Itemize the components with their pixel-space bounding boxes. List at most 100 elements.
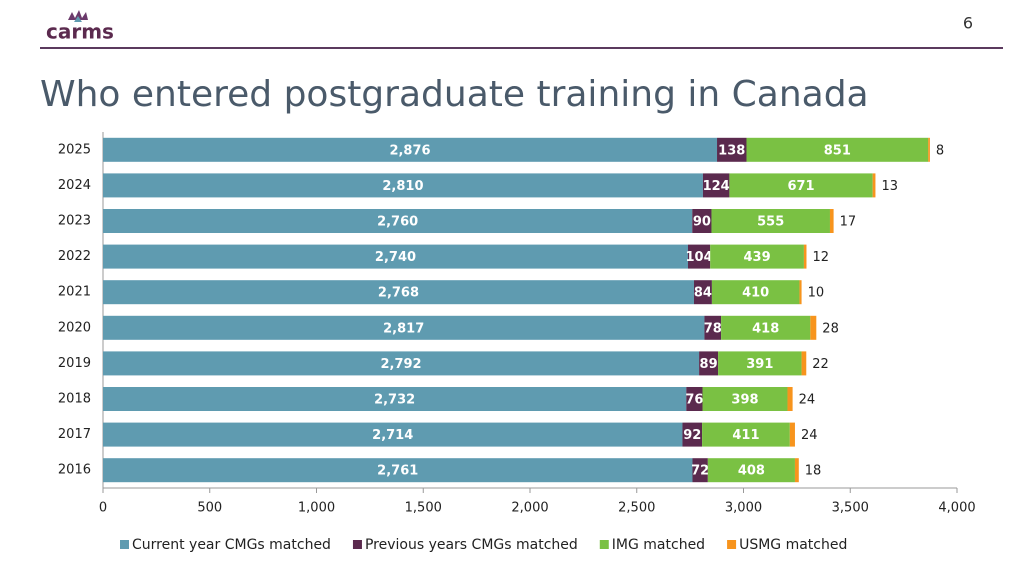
value-label: 410 bbox=[742, 286, 769, 301]
bar-segment bbox=[717, 137, 747, 162]
y-tick-label: 2021 bbox=[58, 285, 91, 300]
value-label: 104 bbox=[686, 250, 713, 265]
bar-segment bbox=[103, 351, 700, 376]
value-label: 10 bbox=[808, 286, 825, 301]
bar-segment bbox=[787, 387, 793, 411]
legend-label: IMG matched bbox=[612, 537, 705, 553]
bar-segment bbox=[699, 351, 719, 376]
value-label: 2,714 bbox=[372, 428, 413, 443]
legend-swatch bbox=[599, 540, 609, 549]
value-label: 851 bbox=[824, 143, 851, 158]
value-label: 2,810 bbox=[382, 179, 423, 194]
y-tick-label: 2018 bbox=[58, 392, 91, 407]
bar-segment bbox=[103, 315, 705, 340]
bar-segment bbox=[103, 387, 687, 411]
bar-segment bbox=[692, 458, 708, 483]
legend-swatch bbox=[120, 540, 129, 549]
value-label: 18 bbox=[805, 464, 822, 479]
value-label: 76 bbox=[685, 393, 703, 408]
value-label: 24 bbox=[799, 393, 816, 408]
page-number: 6 bbox=[963, 14, 973, 33]
y-tick-label: 2020 bbox=[58, 320, 91, 335]
x-tick-label: 1,000 bbox=[298, 501, 335, 516]
y-tick-label: 2016 bbox=[58, 463, 91, 478]
value-label: 13 bbox=[881, 179, 898, 194]
value-label: 78 bbox=[704, 321, 722, 336]
bar-segment bbox=[103, 422, 683, 447]
bar-segment bbox=[789, 422, 795, 447]
bar-segment bbox=[799, 280, 802, 305]
logo-icon bbox=[68, 10, 88, 22]
bar-segment bbox=[810, 315, 817, 340]
bar-segment bbox=[710, 244, 804, 269]
logo-text: carms bbox=[46, 20, 114, 44]
bar-segment bbox=[794, 458, 799, 483]
value-label: 2,732 bbox=[374, 393, 415, 408]
value-label: 12 bbox=[812, 250, 829, 265]
bar-segment bbox=[829, 209, 834, 233]
bar-segment bbox=[702, 173, 730, 198]
bar-segment bbox=[682, 422, 703, 447]
bar-segment bbox=[103, 173, 703, 198]
bar-segment bbox=[693, 280, 712, 305]
y-tick-label: 2023 bbox=[58, 214, 91, 229]
bar-segment bbox=[711, 209, 830, 233]
value-label: 671 bbox=[787, 179, 814, 194]
legend-swatch bbox=[727, 540, 737, 549]
bar-segment bbox=[103, 244, 688, 269]
value-label: 555 bbox=[757, 215, 784, 230]
x-tick-label: 0 bbox=[99, 501, 107, 516]
value-label: 28 bbox=[822, 321, 839, 336]
value-label: 418 bbox=[752, 321, 779, 336]
bar-segment bbox=[721, 315, 811, 340]
value-label: 8 bbox=[936, 143, 944, 158]
value-label: 72 bbox=[691, 464, 709, 479]
bar-segment bbox=[103, 280, 694, 305]
value-label: 2,817 bbox=[383, 321, 424, 336]
bar-segment bbox=[707, 458, 795, 483]
bar-segment bbox=[692, 209, 712, 233]
x-tick-label: 1,500 bbox=[405, 501, 442, 516]
bar-segment bbox=[702, 387, 788, 411]
bar-segment bbox=[928, 137, 930, 162]
legend-label: Current year CMGs matched bbox=[132, 537, 331, 553]
value-label: 2,740 bbox=[375, 250, 416, 265]
bar-segment bbox=[686, 387, 703, 411]
x-tick-label: 3,000 bbox=[725, 501, 762, 516]
value-label: 439 bbox=[743, 250, 770, 265]
value-label: 411 bbox=[732, 428, 759, 443]
x-tick-label: 3,500 bbox=[832, 501, 869, 516]
bar-segment bbox=[687, 244, 711, 269]
bar-segment bbox=[704, 315, 722, 340]
value-label: 2,768 bbox=[378, 286, 419, 301]
value-label: 138 bbox=[718, 143, 745, 158]
bar-segment bbox=[872, 173, 876, 198]
y-tick-label: 2019 bbox=[58, 356, 91, 371]
bar-segment bbox=[103, 137, 718, 162]
bar-segment bbox=[103, 209, 693, 233]
bar-segment bbox=[103, 458, 693, 483]
y-tick-label: 2017 bbox=[58, 427, 91, 442]
bar-segment bbox=[803, 244, 807, 269]
value-label: 124 bbox=[703, 179, 730, 194]
bar-segment bbox=[718, 351, 802, 376]
slide-title: Who entered postgraduate training in Can… bbox=[40, 74, 869, 115]
bar-segment bbox=[711, 280, 800, 305]
value-label: 408 bbox=[738, 464, 765, 479]
bar-segment bbox=[729, 173, 873, 198]
y-tick-label: 2024 bbox=[58, 178, 91, 193]
x-tick-label: 2,500 bbox=[618, 501, 655, 516]
x-tick-label: 2,000 bbox=[511, 501, 548, 516]
value-label: 2,876 bbox=[389, 143, 430, 158]
bar-segment bbox=[801, 351, 807, 376]
y-tick-label: 2022 bbox=[58, 249, 91, 264]
value-label: 22 bbox=[812, 357, 829, 372]
bar-segment bbox=[746, 137, 929, 162]
value-label: 391 bbox=[746, 357, 773, 372]
legend-label: Previous years CMGs matched bbox=[365, 537, 578, 553]
value-label: 17 bbox=[840, 215, 857, 230]
value-label: 2,792 bbox=[380, 357, 421, 372]
x-tick-label: 4,000 bbox=[938, 501, 975, 516]
